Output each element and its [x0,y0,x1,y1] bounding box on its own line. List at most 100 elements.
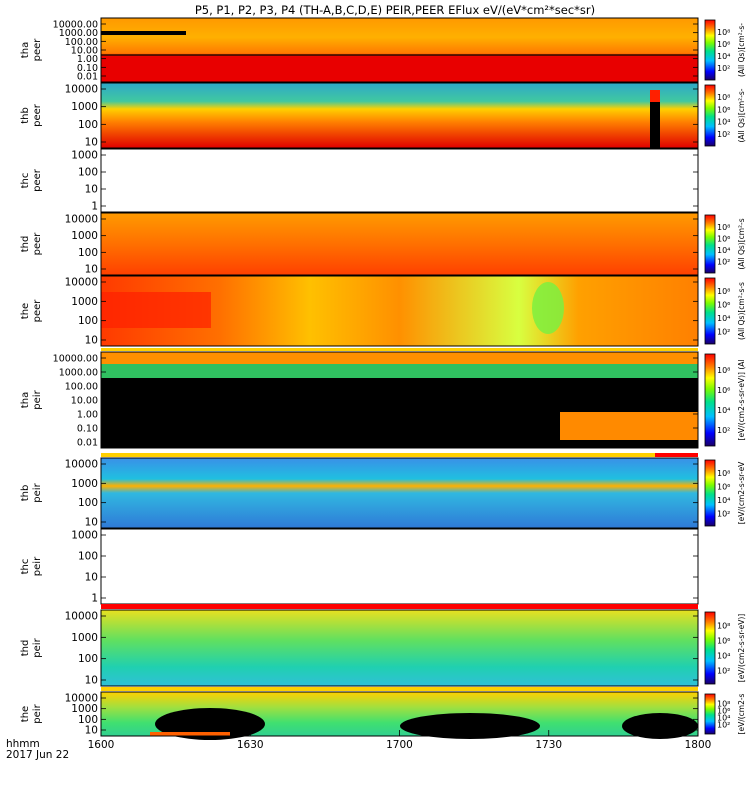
colorbar-label: (All Qs)[cm²-s [737,218,746,269]
spectrogram-feature [655,453,698,457]
y-tick-label: 1000 [71,150,98,162]
panel-species-label: peer [32,299,43,323]
colorbar [704,19,716,81]
colorbar-tick-label: 10² [717,721,730,730]
colorbar-label: [eV/(cm2-s-sr-eV [737,461,746,524]
panel-frame [100,212,699,276]
spectrogram-feature [101,31,186,35]
panel-species-label: peer [32,168,43,192]
colorbar-tick-label: 10⁴ [717,118,730,127]
colorbar-tick-label: 10² [717,64,730,73]
y-tick-label: 10 [85,137,98,149]
colorbar-label: [eV/(cm2-s-sr-eV)] (Al [737,360,746,441]
panel-thc-peir: 1000 100 10 1 thc peir [20,528,699,605]
y-tick-label: 1000 [71,230,98,242]
y-tick-label: 10 [85,725,98,737]
y-tick-label: 100 [78,551,98,563]
colorbar [704,353,716,447]
colorbar-tick-label: 10⁸ [717,469,730,478]
panel-probe-label: thc [20,173,31,189]
y-tick-label: 100 [78,167,98,179]
colorbar-tick-label: 10² [717,257,730,266]
y-tick-label: 1000 [71,530,98,542]
y-tick-label: 100 [78,119,98,131]
colorbar [704,277,716,345]
spectrogram-feature [532,282,564,334]
panel-thb-peer: 10000 1000 100 10 thb peer 10² 10⁴ 10⁶ 10⁸ (All Qs… [20,82,746,149]
spectrogram-feature [101,687,698,691]
y-tick-label: 10000 [65,611,98,623]
spectrogram-feature [101,604,698,609]
panel-probe-label: the [20,303,31,319]
spectrogram-feature [101,352,698,364]
spectrogram-feature [101,348,698,351]
colorbar-tick-label: 10⁸ [717,28,730,37]
colorbar-tick-label: 10⁸ [717,223,730,232]
spectrogram-feature [150,732,230,736]
spectrogram-image [101,83,698,148]
colorbar-tick-label: 10⁸ [717,287,730,296]
panels: 10000.001000.00100.0010.001.000.100.01th… [20,17,746,740]
panel-thd-peer: 10000 1000 100 10 thd peer 10² 10⁴ 10⁶ 10⁸ (All Qs… [20,212,746,276]
panel-probe-label: tha [20,392,31,408]
colorbar-label: (All Qs)[cm²-s- [737,23,746,77]
y-tick-label: 0.01 [77,72,98,83]
colorbar-tick-label: 10⁶ [717,234,730,243]
colorbar-tick-label: 10² [717,667,730,676]
x-tick-label: 1630 [237,739,264,751]
spectrogram-image [101,149,698,212]
y-tick-label: 10000.00 [53,354,98,365]
panel-species-label: peir [32,556,43,576]
y-tick-label: 0.10 [77,424,98,435]
colorbar-label: [eV/(cm2-s-sr-eV)] [737,614,746,683]
x-tick-label: 1800 [685,739,712,751]
y-tick-label: 0.10 [77,63,98,74]
colorbar-tick-label: 10² [717,327,730,336]
y-tick-label: 1 [91,593,98,605]
panel-species-label: peer [32,232,43,256]
spectrogram-image [101,529,698,604]
y-tick-label: 10 [85,572,98,584]
y-tick-label: 100 [78,247,98,259]
y-tick-label: 10000 [65,277,98,289]
panel-species-label: peir [32,482,43,502]
y-tick-label: 100 [78,714,98,726]
colorbar [704,611,716,685]
spectrogram-image [101,213,698,275]
y-tick-label: 10 [85,517,98,529]
spectrogram-feature [400,713,540,739]
colorbar-tick-label: 10² [717,509,730,518]
y-tick-label: 1000 [71,478,98,490]
panel-species-label: peir [32,703,43,723]
y-tick-label: 100 [78,315,98,327]
spectrogram-feature [650,90,660,148]
colorbar [704,84,716,147]
spectrogram-image [101,458,698,528]
panel-thc-peer: 1000 100 10 1 thc peer [20,148,699,213]
colorbar-tick-label: 10⁸ [717,93,730,102]
panel-probe-label: thb [20,107,31,124]
x-tick-label: 1600 [88,739,115,751]
y-tick-label: 100.00 [65,37,98,48]
spectrogram-feature [650,90,660,102]
colorbar-tick-label: 10⁶ [717,386,730,395]
panel-probe-label: the [20,706,31,722]
y-tick-label: 1000 [71,703,98,715]
colorbar-tick-label: 10² [717,426,730,435]
colorbar-tick-label: 10⁸ [717,366,730,375]
panel-probe-label: thc [20,559,31,575]
colorbar-tick-label: 10² [717,130,730,139]
panel-frame [100,82,699,149]
colorbar-tick-label: 10⁴ [717,246,730,255]
colorbar-label: (All Qs)[cm²-s-s [737,282,746,340]
panel-thd-peir: 10000 1000 100 10 thd peir 10² 10⁴ 10⁶ 10⁸ [eV/(cm… [20,604,746,687]
spectrogram-feature [101,364,698,378]
panel-species-label: peer [32,38,43,62]
y-tick-label: 1000 [71,296,98,308]
y-tick-label: 1 [91,201,98,213]
y-tick-label: 1000.00 [59,368,98,379]
colorbar [704,459,716,527]
time-axis-corner-label: hhmm [6,738,40,750]
colorbar-tick-label: 10⁶ [717,105,730,114]
